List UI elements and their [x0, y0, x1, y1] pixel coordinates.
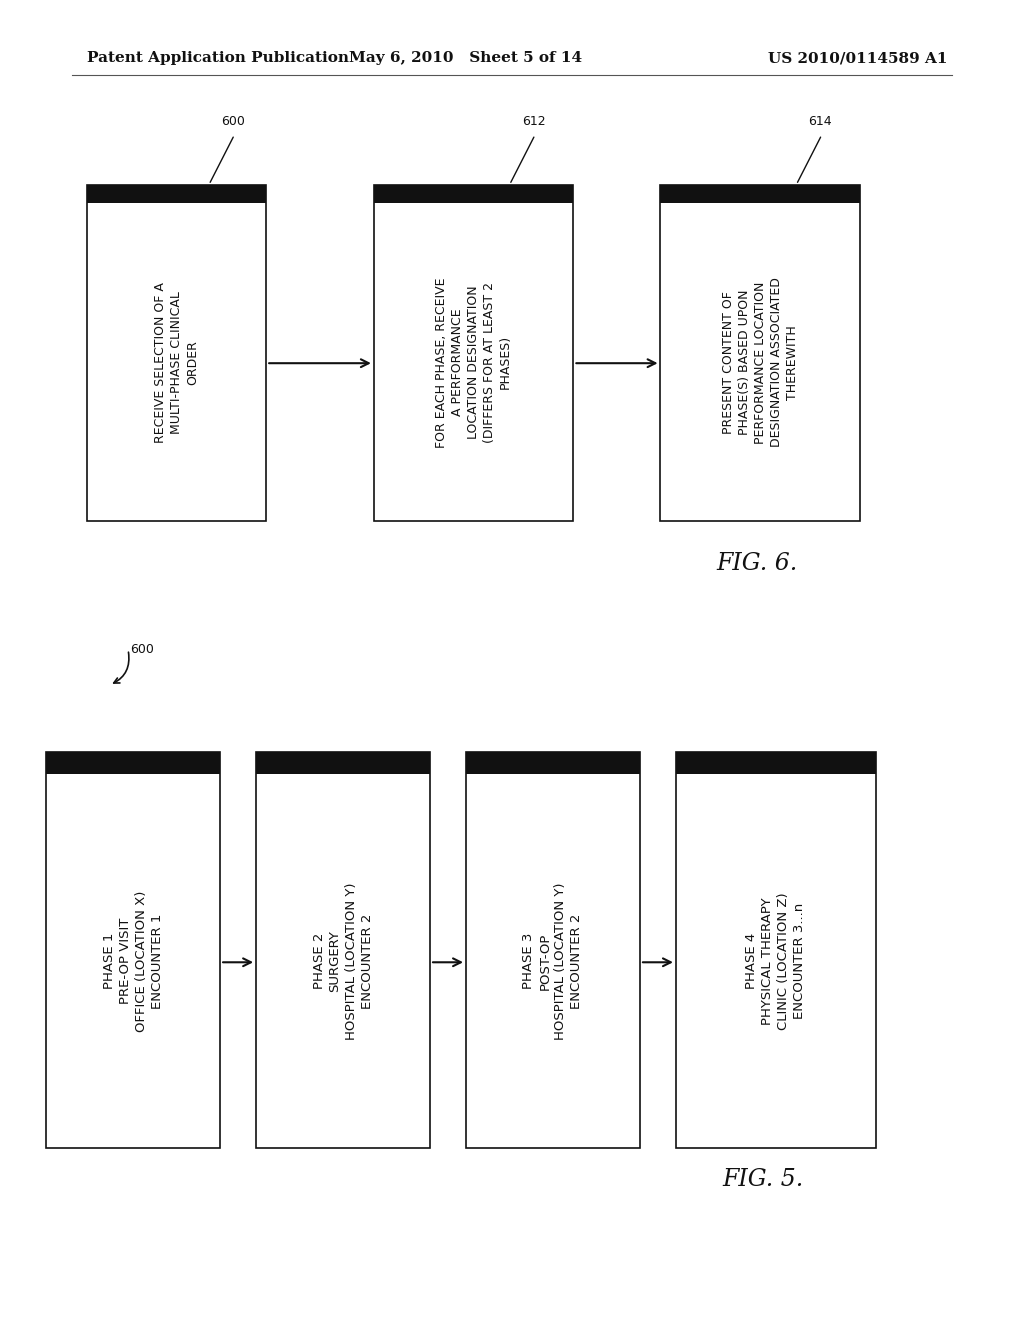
- Bar: [466, 752, 640, 1148]
- Text: 612: 612: [522, 115, 546, 128]
- Text: 614: 614: [809, 115, 833, 128]
- Bar: [46, 752, 220, 774]
- Bar: [374, 185, 573, 203]
- Text: RECEIVE SELECTION OF A
MULTI-PHASE CLINICAL
ORDER: RECEIVE SELECTION OF A MULTI-PHASE CLINI…: [155, 282, 199, 442]
- Text: 600: 600: [130, 643, 154, 656]
- Bar: [466, 752, 640, 774]
- Bar: [87, 185, 266, 521]
- Text: FIG. 5.: FIG. 5.: [722, 1168, 803, 1191]
- Bar: [374, 185, 573, 521]
- Text: PHASE 1
PRE-OP VISIT
OFFICE (LOCATION X)
ENCOUNTER 1: PHASE 1 PRE-OP VISIT OFFICE (LOCATION X)…: [102, 891, 164, 1032]
- Text: PHASE 2
SURGERY
HOSPITAL (LOCATION Y)
ENCOUNTER 2: PHASE 2 SURGERY HOSPITAL (LOCATION Y) EN…: [312, 883, 374, 1040]
- Text: PRESENT CONTENT OF
PHASE(S) BASED UPON
PERFORMANCE LOCATION
DESIGNATION ASSOCIAT: PRESENT CONTENT OF PHASE(S) BASED UPON P…: [722, 277, 799, 447]
- Text: PHASE 4
PHYSICAL THERAPY
CLINIC (LOCATION Z)
ENCOUNTER 3...n: PHASE 4 PHYSICAL THERAPY CLINIC (LOCATIO…: [745, 892, 806, 1030]
- Bar: [46, 752, 220, 1148]
- Bar: [87, 185, 266, 203]
- Text: FIG. 6.: FIG. 6.: [717, 552, 798, 574]
- Text: FOR EACH PHASE, RECEIVE
A PERFORMANCE
LOCATION DESIGNATION
(DIFFERS FOR AT LEAST: FOR EACH PHASE, RECEIVE A PERFORMANCE LO…: [435, 277, 512, 447]
- Text: Patent Application Publication: Patent Application Publication: [87, 51, 349, 65]
- Text: US 2010/0114589 A1: US 2010/0114589 A1: [768, 51, 947, 65]
- Bar: [676, 752, 876, 774]
- Bar: [256, 752, 430, 1148]
- Bar: [256, 752, 430, 774]
- Bar: [660, 185, 860, 203]
- Text: May 6, 2010   Sheet 5 of 14: May 6, 2010 Sheet 5 of 14: [349, 51, 583, 65]
- Text: 600: 600: [221, 115, 245, 128]
- Bar: [676, 752, 876, 1148]
- Bar: [660, 185, 860, 521]
- Text: PHASE 3
POST-OP
HOSPITAL (LOCATION Y)
ENCOUNTER 2: PHASE 3 POST-OP HOSPITAL (LOCATION Y) EN…: [522, 883, 584, 1040]
